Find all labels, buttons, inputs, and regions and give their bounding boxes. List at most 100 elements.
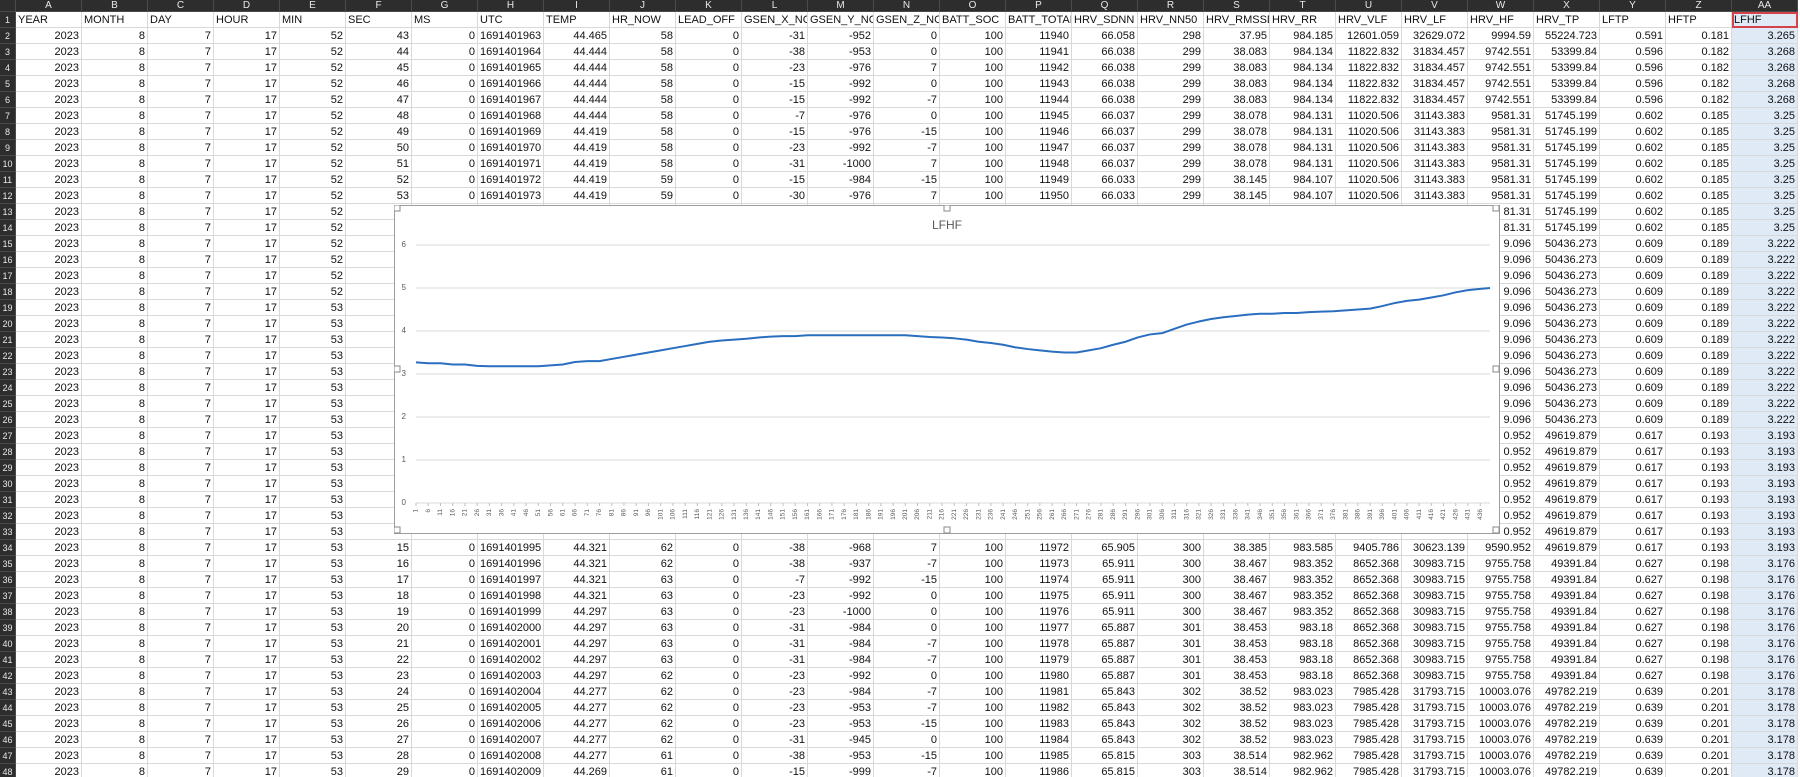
cell[interactable]: 302: [1138, 732, 1204, 748]
cell[interactable]: 7: [148, 716, 214, 732]
cell[interactable]: 984.131: [1270, 156, 1336, 172]
cell[interactable]: 17: [214, 380, 280, 396]
cell[interactable]: 51745.199: [1534, 140, 1600, 156]
cell[interactable]: 2023: [16, 764, 82, 777]
cell[interactable]: -992: [808, 92, 874, 108]
cell[interactable]: 7: [148, 604, 214, 620]
cell[interactable]: 8: [82, 732, 148, 748]
cell[interactable]: 0.181: [1666, 28, 1732, 44]
cell[interactable]: 38.467: [1204, 572, 1270, 588]
cell[interactable]: 0.609: [1600, 380, 1666, 396]
cell[interactable]: 17: [214, 236, 280, 252]
cell[interactable]: 10003.076: [1468, 748, 1534, 764]
cell[interactable]: 8: [82, 460, 148, 476]
cell[interactable]: 8: [82, 236, 148, 252]
cell[interactable]: 9755.758: [1468, 604, 1534, 620]
cell[interactable]: -992: [808, 76, 874, 92]
cell[interactable]: 303: [1138, 764, 1204, 777]
cell[interactable]: 2023: [16, 700, 82, 716]
cell[interactable]: 100: [940, 604, 1006, 620]
cell[interactable]: 3.222: [1732, 268, 1798, 284]
cell[interactable]: 2023: [16, 332, 82, 348]
cell[interactable]: 0: [412, 108, 478, 124]
cell[interactable]: 44.321: [544, 588, 610, 604]
cell[interactable]: -15: [874, 716, 940, 732]
row-number[interactable]: 24: [0, 380, 16, 396]
cell[interactable]: 2023: [16, 428, 82, 444]
cell[interactable]: 20: [346, 620, 412, 636]
cell[interactable]: 0: [412, 588, 478, 604]
cell[interactable]: 63: [610, 620, 676, 636]
cell[interactable]: -7: [874, 764, 940, 777]
cell[interactable]: 1691401969: [478, 124, 544, 140]
cell[interactable]: 22: [346, 652, 412, 668]
column-header[interactable]: I: [544, 0, 610, 12]
cell[interactable]: 0: [412, 124, 478, 140]
cell[interactable]: 53: [280, 332, 346, 348]
cell[interactable]: -953: [808, 700, 874, 716]
cell[interactable]: 3.222: [1732, 284, 1798, 300]
cell[interactable]: 8: [82, 316, 148, 332]
cell[interactable]: 44.419: [544, 188, 610, 204]
row-number[interactable]: 8: [0, 124, 16, 140]
cell[interactable]: 53: [280, 364, 346, 380]
cell[interactable]: 7: [148, 124, 214, 140]
cell[interactable]: 17: [214, 716, 280, 732]
cell[interactable]: 2023: [16, 316, 82, 332]
cell[interactable]: 62: [610, 540, 676, 556]
cell[interactable]: 9755.758: [1468, 636, 1534, 652]
column-header[interactable]: X: [1534, 0, 1600, 12]
cell[interactable]: 8: [82, 540, 148, 556]
cell[interactable]: 38.453: [1204, 652, 1270, 668]
cell[interactable]: 0.627: [1600, 572, 1666, 588]
cell[interactable]: 0.189: [1666, 252, 1732, 268]
cell[interactable]: 1691402008: [478, 748, 544, 764]
cell[interactable]: 53: [280, 668, 346, 684]
cell[interactable]: 299: [1138, 124, 1204, 140]
cell[interactable]: -953: [808, 748, 874, 764]
cell[interactable]: 0: [874, 108, 940, 124]
cell[interactable]: 17: [214, 364, 280, 380]
cell[interactable]: 55224.723: [1534, 28, 1600, 44]
cell[interactable]: 62: [610, 684, 676, 700]
cell[interactable]: -999: [808, 764, 874, 777]
cell[interactable]: 0.198: [1666, 652, 1732, 668]
cell[interactable]: 0.189: [1666, 348, 1732, 364]
cell[interactable]: 0.602: [1600, 108, 1666, 124]
cell[interactable]: 983.585: [1270, 540, 1336, 556]
cell[interactable]: 65.911: [1072, 604, 1138, 620]
cell[interactable]: 0.198: [1666, 620, 1732, 636]
cell[interactable]: 0: [412, 652, 478, 668]
row-number[interactable]: 26: [0, 412, 16, 428]
cell[interactable]: 7: [148, 700, 214, 716]
cell[interactable]: 38.467: [1204, 588, 1270, 604]
cell[interactable]: 0.182: [1666, 60, 1732, 76]
cell[interactable]: 8652.368: [1336, 652, 1402, 668]
column-title[interactable]: HRV_SDNN: [1072, 12, 1138, 28]
column-title[interactable]: TEMP: [544, 12, 610, 28]
cell[interactable]: 9581.31: [1468, 124, 1534, 140]
cell[interactable]: 61: [610, 764, 676, 777]
row-number[interactable]: 17: [0, 268, 16, 284]
cell[interactable]: 17: [214, 540, 280, 556]
cell[interactable]: 3.178: [1732, 700, 1798, 716]
cell[interactable]: 49782.219: [1534, 748, 1600, 764]
cell[interactable]: 11977: [1006, 620, 1072, 636]
cell[interactable]: 983.023: [1270, 684, 1336, 700]
cell[interactable]: 0.617: [1600, 540, 1666, 556]
cell[interactable]: 100: [940, 172, 1006, 188]
cell[interactable]: 38.083: [1204, 44, 1270, 60]
cell[interactable]: 17: [214, 748, 280, 764]
cell[interactable]: 11976: [1006, 604, 1072, 620]
cell[interactable]: 8: [82, 620, 148, 636]
cell[interactable]: 50436.273: [1534, 396, 1600, 412]
cell[interactable]: 0.602: [1600, 172, 1666, 188]
cell[interactable]: 984.134: [1270, 60, 1336, 76]
cell[interactable]: -15: [874, 124, 940, 140]
cell[interactable]: -38: [742, 556, 808, 572]
cell[interactable]: 50436.273: [1534, 332, 1600, 348]
cell[interactable]: 0.639: [1600, 716, 1666, 732]
cell[interactable]: 3.25: [1732, 124, 1798, 140]
cell[interactable]: 53: [280, 636, 346, 652]
cell[interactable]: 7: [148, 300, 214, 316]
